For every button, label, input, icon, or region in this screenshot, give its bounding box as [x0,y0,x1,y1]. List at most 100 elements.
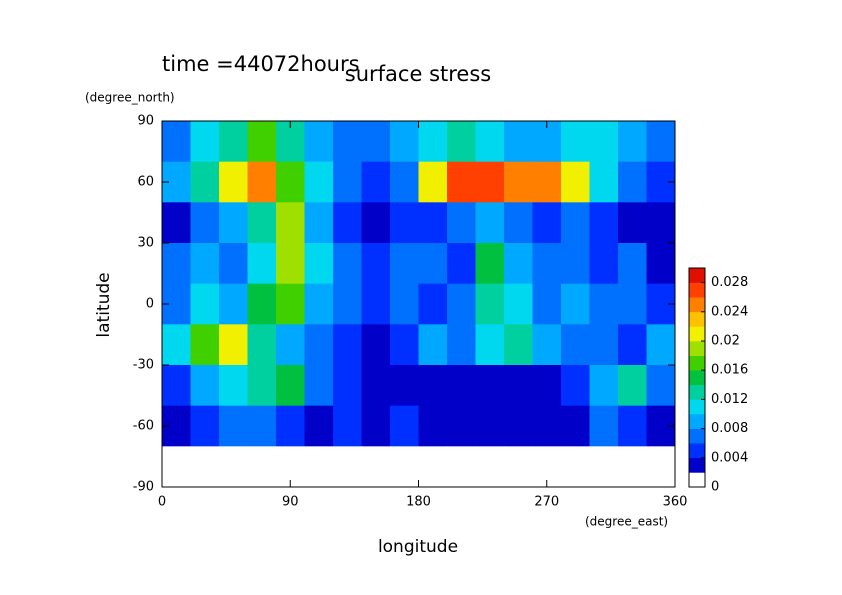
cell [304,405,334,447]
cell [475,243,505,285]
x-unit: (degree_east) [585,515,668,529]
cell [475,365,505,407]
cell [447,324,476,366]
cell [361,324,391,366]
cell [333,121,362,163]
cell [532,365,562,407]
cell [447,405,476,447]
cell [361,243,391,285]
cell [561,365,590,407]
cell [333,161,362,203]
cell [219,243,248,285]
cell [618,202,647,244]
cell [333,405,362,447]
colorbar-tick-label: 0.008 [711,421,748,436]
cell [646,365,676,407]
cell [361,121,391,163]
cell [247,243,277,285]
cell [304,121,334,163]
cell [276,365,305,407]
cell [247,161,277,203]
cell [162,324,191,366]
cell [418,365,448,407]
cell [247,283,277,325]
cell [162,202,191,244]
cell [247,405,277,447]
cell [589,446,619,488]
cell [504,202,533,244]
cell [190,243,220,285]
cell [561,161,590,203]
cell [190,283,220,325]
cell [304,202,334,244]
cell [190,121,220,163]
cell [162,243,191,285]
cell [247,202,277,244]
cell [361,405,391,447]
cell [418,121,448,163]
cell [532,202,562,244]
cell [219,446,248,488]
cell [219,324,248,366]
x-tick-label: 180 [406,495,431,510]
x-tick-label: 360 [663,495,688,510]
y-tick-label: 60 [137,175,154,190]
cell [390,243,419,285]
y-tick-label: -90 [133,480,154,495]
cell [219,405,248,447]
cell [333,446,362,488]
cell [162,365,191,407]
cell [504,243,533,285]
cell [418,283,448,325]
cell [504,365,533,407]
cell [219,202,248,244]
cell [532,324,562,366]
cell [589,121,619,163]
cell [475,405,505,447]
colorbar-tick-label: 0.028 [711,275,748,290]
cell [247,446,277,488]
colorbar-tick-label: 0.024 [711,304,748,319]
cell [304,365,334,407]
cell [333,365,362,407]
colorbar-band [689,443,705,459]
cell [190,446,220,488]
cell [390,446,419,488]
cell [532,243,562,285]
cell [475,161,505,203]
cell [276,405,305,447]
cell [219,161,248,203]
y-tick-label: -30 [133,358,154,373]
cell [532,283,562,325]
colorbar-band [689,282,705,298]
colorbar-band [689,268,705,283]
colorbar-band [689,311,705,327]
cell [589,365,619,407]
cell [361,283,391,325]
cell [589,405,619,447]
cell [333,243,362,285]
colorbar-band [689,457,705,473]
cell [589,161,619,203]
x-tick-label: 270 [534,495,559,510]
cell [190,365,220,407]
cell [276,161,305,203]
cell [447,283,476,325]
cell [247,121,277,163]
cell [475,446,505,488]
cell [618,161,647,203]
cell [561,202,590,244]
cell [646,324,676,366]
colorbar-band [689,355,705,371]
cell [390,161,419,203]
cell [504,405,533,447]
colorbar-tick-label: 0 [711,480,719,495]
colorbar-band [689,428,705,444]
x-tick-label: 0 [158,495,166,510]
cell [504,283,533,325]
cell [561,121,590,163]
cell [561,324,590,366]
cell [561,405,590,447]
cell [190,324,220,366]
